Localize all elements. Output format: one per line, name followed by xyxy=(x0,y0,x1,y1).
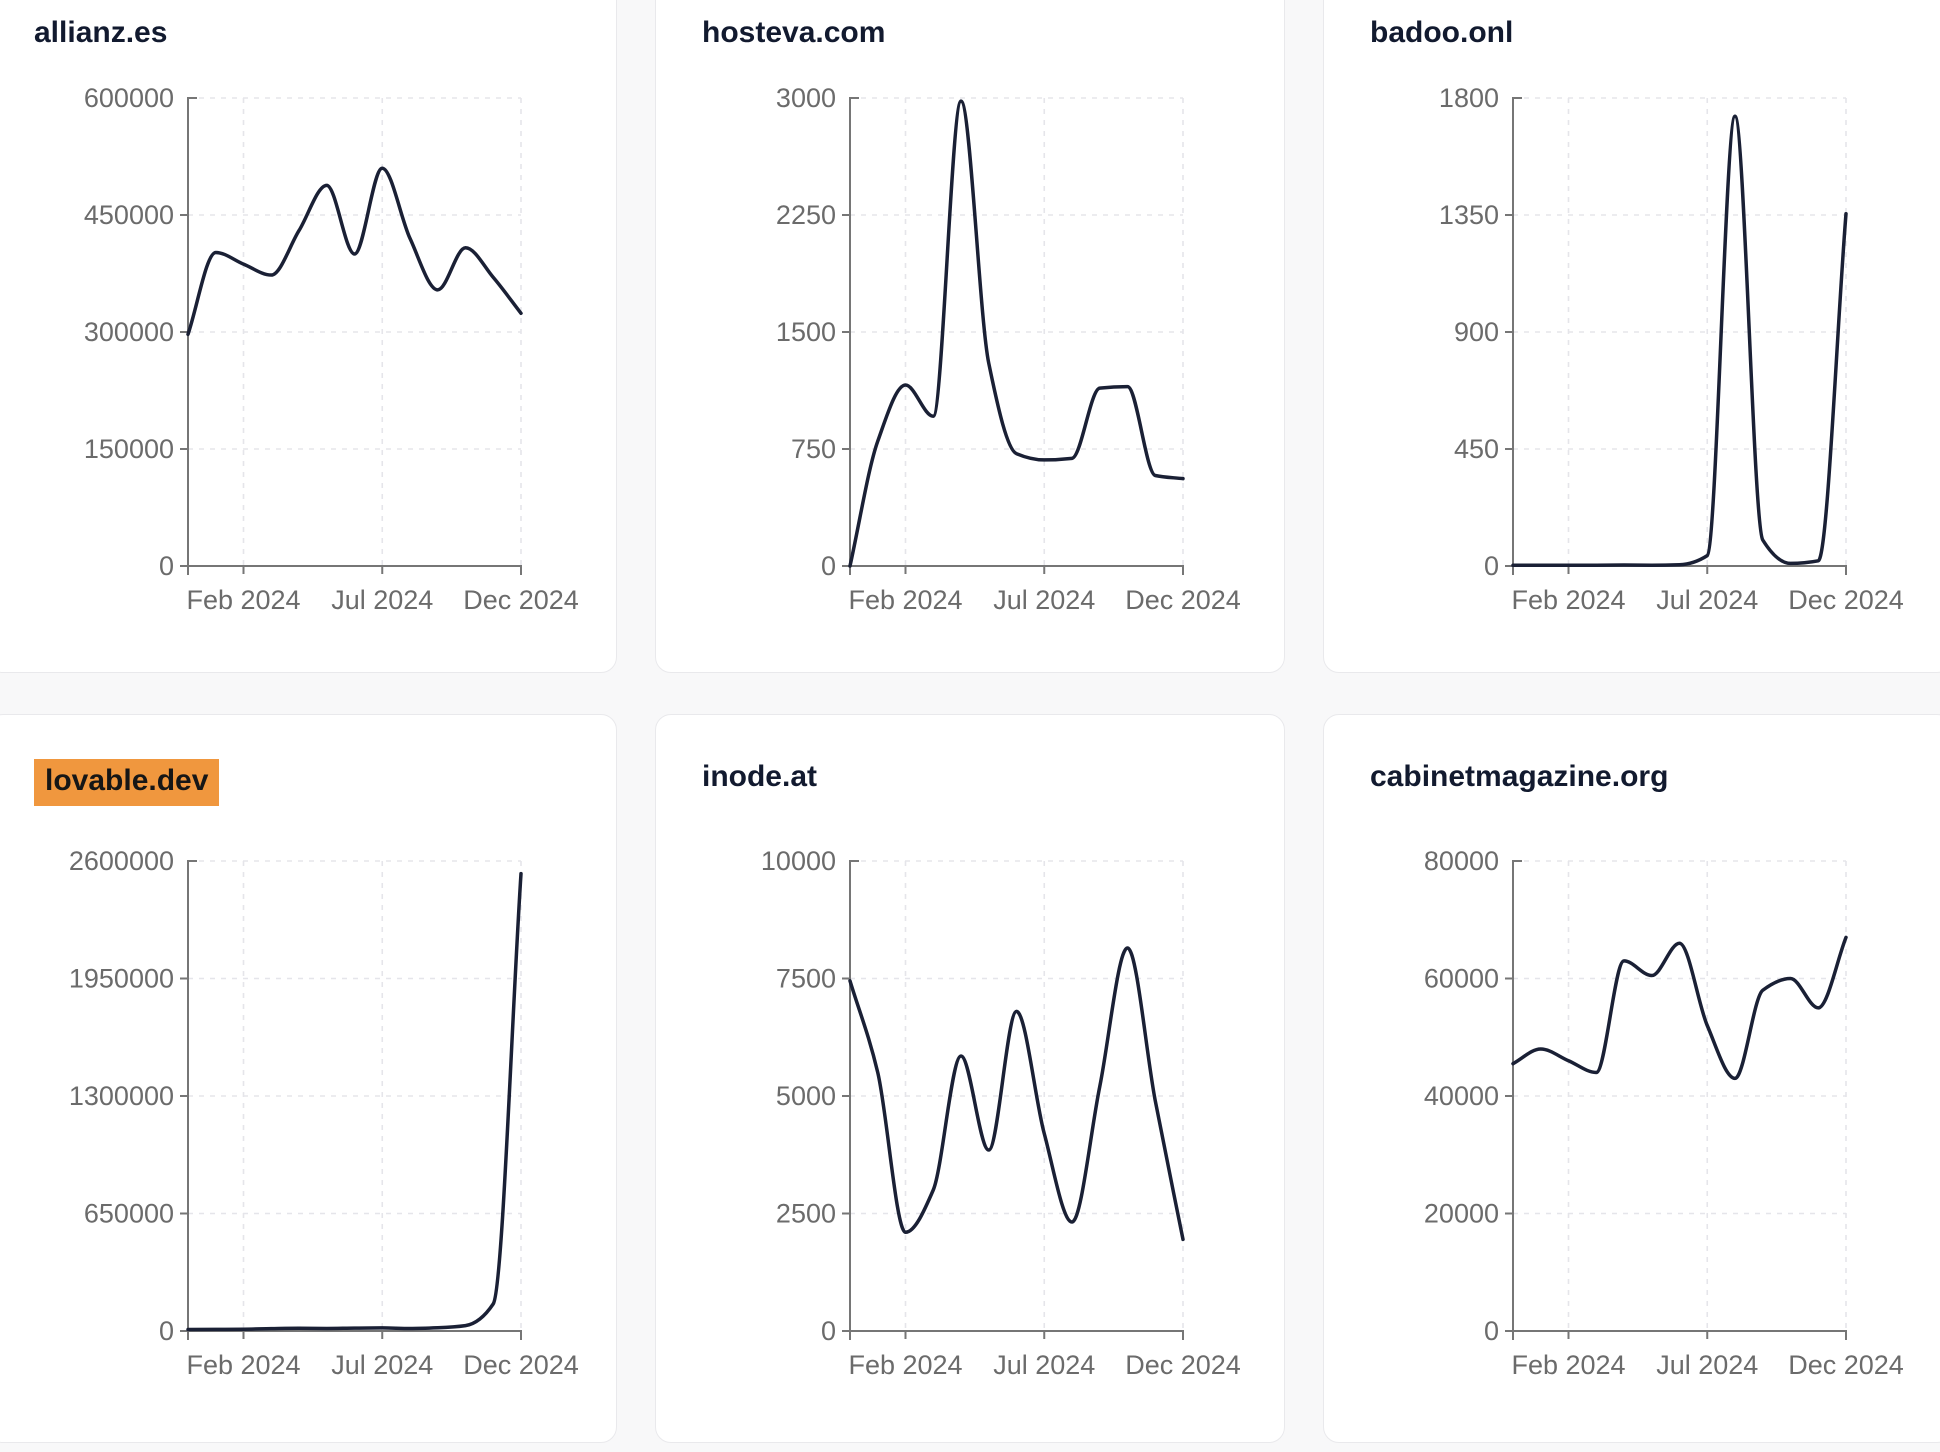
line-chart-cabinetmagazine-org: 80000 60000 40000 20000 0 Feb 2024 Jul 2024 Dec… xyxy=(1424,846,1904,1380)
axes xyxy=(180,860,522,1340)
chart-title: lovable.dev xyxy=(0,715,616,806)
x-tick-label: Feb 2024 xyxy=(848,585,962,615)
y-tick-label: 40000 xyxy=(1424,1081,1499,1111)
line-chart-lovable-dev: 2600000 1950000 1300000 650000 0 Feb 2024 Jul … xyxy=(69,846,579,1380)
chart-title: allianz.es xyxy=(0,0,616,51)
axes xyxy=(180,97,522,575)
y-tick-label: 1350 xyxy=(1439,200,1499,230)
x-tick-label: Jul 2024 xyxy=(993,585,1095,615)
y-tick-label: 0 xyxy=(821,551,836,581)
y-tick-label: 0 xyxy=(821,1316,836,1346)
line-chart-allianz-es: 600000 450000 300000 150000 0 Feb 2024 Jul 202… xyxy=(84,83,579,615)
series-line xyxy=(848,946,1185,1242)
line-chart-badoo-onl: 1800 1350 900 450 0 Feb 2024 Jul 2024 Dec 2024 xyxy=(1439,83,1904,615)
y-tick-label: 0 xyxy=(159,1316,174,1346)
series-line xyxy=(1511,114,1848,567)
y-tick-label: 0 xyxy=(1484,551,1499,581)
series-line xyxy=(186,871,523,1332)
y-tick-label: 2500 xyxy=(776,1199,836,1229)
chart-title-text: cabinetmagazine.org xyxy=(1370,760,1669,793)
x-tick-label: Dec 2024 xyxy=(1788,585,1904,615)
x-tick-label: Jul 2024 xyxy=(993,1350,1095,1380)
x-tick-label: Dec 2024 xyxy=(1788,1350,1904,1380)
y-tick-label: 2600000 xyxy=(69,846,174,876)
chart-card-allianz-es: allianz.es 600000 450000 300000 150000 0 Feb … xyxy=(0,0,617,673)
series-line xyxy=(848,99,1185,568)
x-tick-label: Jul 2024 xyxy=(1656,1350,1758,1380)
y-tick-label: 450 xyxy=(1454,434,1499,464)
y-tick-label: 600000 xyxy=(84,83,174,113)
y-tick-label: 450000 xyxy=(84,200,174,230)
x-tick-label: Feb 2024 xyxy=(186,585,300,615)
chart-title-text: inode.at xyxy=(702,760,818,793)
axes xyxy=(842,860,1184,1340)
chart-title: hosteva.com xyxy=(656,0,1284,51)
chart-card-cabinetmagazine-org: cabinetmagazine.org 80000 60000 40000 20000… xyxy=(1323,714,1940,1443)
chart-card-badoo-onl: badoo.onl 1800 1350 900 450 0 Feb 2024 Jul 202… xyxy=(1323,0,1940,673)
chart-title: badoo.onl xyxy=(1324,0,1940,51)
chart-title-text: badoo.onl xyxy=(1370,16,1514,49)
y-tick-label: 0 xyxy=(159,551,174,581)
x-tick-label: Feb 2024 xyxy=(1511,1350,1625,1380)
y-tick-label: 650000 xyxy=(84,1199,174,1229)
x-tick-label: Dec 2024 xyxy=(463,585,579,615)
x-tick-label: Jul 2024 xyxy=(1656,585,1758,615)
y-tick-label: 150000 xyxy=(84,434,174,464)
chart-card-hosteva-com: hosteva.com 3000 2250 1500 750 0 Feb 2024 Jul … xyxy=(655,0,1285,673)
y-tick-label: 60000 xyxy=(1424,964,1499,994)
chart-card-lovable-dev: lovable.dev 2600000 1950000 1300000 650000 0… xyxy=(0,714,617,1443)
x-tick-label: Jul 2024 xyxy=(331,585,433,615)
y-tick-label: 750 xyxy=(791,434,836,464)
x-tick-label: Feb 2024 xyxy=(186,1350,300,1380)
x-tick-label: Feb 2024 xyxy=(1511,585,1625,615)
line-chart-inode-at: 10000 7500 5000 2500 0 Feb 2024 Jul 2024 Dec 20… xyxy=(761,846,1241,1380)
y-tick-label: 10000 xyxy=(761,846,836,876)
x-tick-label: Dec 2024 xyxy=(1125,1350,1241,1380)
y-tick-label: 1950000 xyxy=(69,964,174,994)
y-tick-label: 3000 xyxy=(776,83,836,113)
x-tick-label: Jul 2024 xyxy=(331,1350,433,1380)
y-tick-label: 900 xyxy=(1454,317,1499,347)
y-tick-label: 1500 xyxy=(776,317,836,347)
y-tick-label: 80000 xyxy=(1424,846,1499,876)
series-line xyxy=(1511,935,1848,1081)
chart-card-inode-at: inode.at 10000 7500 5000 2500 0 Feb 2024 Jul 2… xyxy=(655,714,1285,1443)
line-chart-hosteva-com: 3000 2250 1500 750 0 Feb 2024 Jul 2024 Dec 2024 xyxy=(776,83,1241,615)
axes xyxy=(1505,97,1847,575)
y-tick-label: 300000 xyxy=(84,317,174,347)
y-tick-label: 1800 xyxy=(1439,83,1499,113)
chart-title-text: lovable.dev xyxy=(34,759,220,806)
chart-title: inode.at xyxy=(656,715,1284,795)
x-tick-label: Dec 2024 xyxy=(463,1350,579,1380)
y-tick-label: 2250 xyxy=(776,200,836,230)
y-tick-label: 20000 xyxy=(1424,1199,1499,1229)
axes xyxy=(842,97,1184,575)
y-tick-label: 1300000 xyxy=(69,1081,174,1111)
y-tick-label: 5000 xyxy=(776,1081,836,1111)
axes xyxy=(1505,860,1847,1340)
y-tick-label: 0 xyxy=(1484,1316,1499,1346)
chart-title-text: hosteva.com xyxy=(702,16,886,49)
x-tick-label: Feb 2024 xyxy=(848,1350,962,1380)
chart-title: cabinetmagazine.org xyxy=(1324,715,1940,795)
y-tick-label: 7500 xyxy=(776,964,836,994)
x-tick-label: Dec 2024 xyxy=(1125,585,1241,615)
series-line xyxy=(186,166,523,337)
chart-title-text: allianz.es xyxy=(34,16,168,49)
